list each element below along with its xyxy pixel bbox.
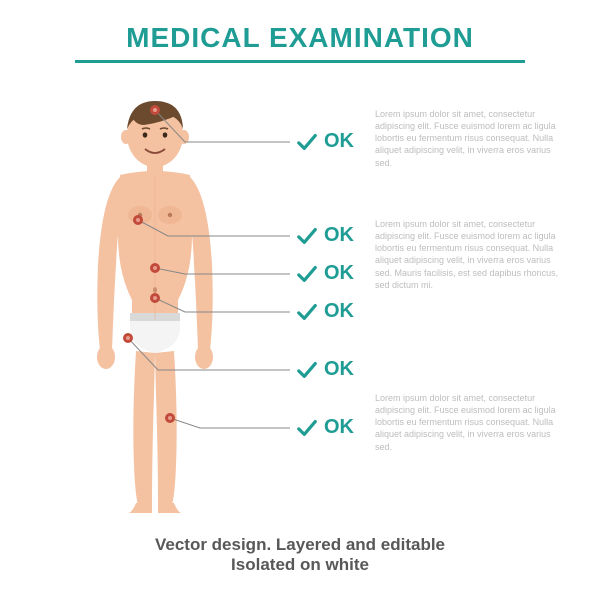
check-icon <box>296 263 318 285</box>
ok-label: OK <box>324 130 354 153</box>
check-icon <box>296 301 318 323</box>
description-paragraph-2: Lorem ipsum dolor sit amet, consectetur … <box>375 218 560 291</box>
check-icon <box>296 359 318 381</box>
body-marker-inner-chest <box>136 218 140 222</box>
ok-label: OK <box>324 224 354 247</box>
body-marker-inner-knee <box>168 416 172 420</box>
ok-label: OK <box>324 300 354 323</box>
status-ok-chest: OK <box>296 224 354 247</box>
ok-label: OK <box>324 358 354 381</box>
body-marker-inner-belly <box>153 296 157 300</box>
description-paragraph-1: Lorem ipsum dolor sit amet, consectetur … <box>375 108 560 169</box>
check-icon <box>296 131 318 153</box>
ok-label: OK <box>324 262 354 285</box>
body-marker-inner-hip <box>126 336 130 340</box>
footer-line-2: Isolated on white <box>0 555 600 575</box>
status-ok-knee: OK <box>296 416 354 439</box>
footer-caption: Vector design. Layered and editable Isol… <box>0 535 600 575</box>
body-marker-inner-abdomen <box>153 266 157 270</box>
ok-label: OK <box>324 416 354 439</box>
body-marker-inner-head <box>153 108 157 112</box>
status-ok-head: OK <box>296 130 354 153</box>
status-ok-abdomen: OK <box>296 262 354 285</box>
status-ok-hip: OK <box>296 358 354 381</box>
check-icon <box>296 225 318 247</box>
footer-line-1: Vector design. Layered and editable <box>0 535 600 555</box>
check-icon <box>296 417 318 439</box>
status-ok-belly: OK <box>296 300 354 323</box>
description-paragraph-3: Lorem ipsum dolor sit amet, consectetur … <box>375 392 560 453</box>
